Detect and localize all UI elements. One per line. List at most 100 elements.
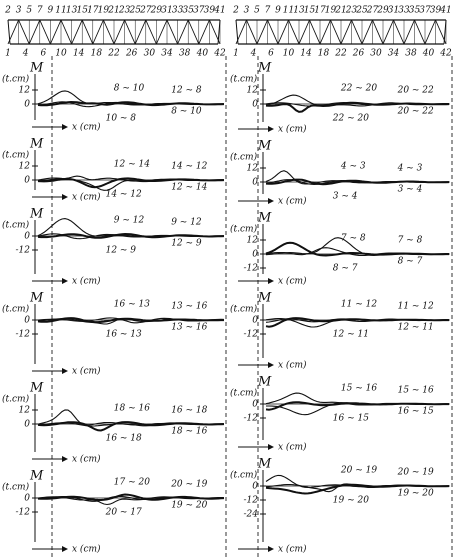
node-label: 27 <box>139 6 152 16</box>
curve-label: 9 ~ 12 <box>171 218 202 228</box>
node-label: 35 <box>182 6 194 16</box>
node-label: 30 <box>144 49 156 59</box>
truss-diagonal <box>71 19 83 45</box>
node-label: 10 <box>283 49 295 59</box>
truss-diagonal <box>256 19 268 45</box>
x-arrowhead <box>268 126 274 132</box>
tick-label: 0 <box>24 232 30 242</box>
truss-diagonal <box>208 19 221 45</box>
curve <box>37 175 224 182</box>
node-label: 17 <box>87 6 99 16</box>
x-arrowhead <box>268 362 274 368</box>
curve-label: 8 ~ 10 <box>114 84 145 94</box>
node-label: 7 <box>265 6 271 16</box>
tick-label: -12 <box>244 414 259 424</box>
truss-diagonal <box>382 19 394 45</box>
truss-diagonal <box>298 19 310 45</box>
truss-diagonal <box>49 19 62 45</box>
node-label: 39 <box>204 6 216 16</box>
curve-label: 22 ~ 20 <box>332 114 369 124</box>
axis-label: M <box>29 469 44 484</box>
node-label: 2 <box>232 6 239 16</box>
curve-label: 20 ~ 19 <box>397 468 434 478</box>
curve <box>37 496 224 506</box>
curve-label: 4 ~ 3 <box>340 162 366 172</box>
curve-label: 20 ~ 22 <box>397 86 434 96</box>
unit-label: (t.cm) <box>230 152 258 163</box>
truss-diagonal <box>145 19 157 45</box>
node-label: 11 <box>283 6 294 16</box>
curve <box>37 318 225 325</box>
tick-label: 0 <box>24 494 30 504</box>
node-label: 30 <box>370 49 382 59</box>
tick-label: -12 <box>16 508 31 518</box>
x-axis-label: x (cm) <box>278 442 307 453</box>
curve <box>265 318 450 328</box>
unit-label: (t.cm) <box>230 388 258 399</box>
curve-label: 7 ~ 8 <box>341 234 366 244</box>
x-axis-label: x (cm) <box>72 544 101 555</box>
curve-label: 8 ~ 7 <box>333 264 358 274</box>
tick-label: -12 <box>244 264 259 274</box>
curve-label: 15 ~ 16 <box>398 386 434 396</box>
node-label: 31 <box>161 6 172 16</box>
node-label: 9 <box>48 6 54 16</box>
axis-label: M <box>29 207 44 222</box>
curve-label: 22 ~ 20 <box>340 84 377 94</box>
curve-label: 20 ~ 19 <box>170 480 207 490</box>
curve <box>265 474 449 489</box>
node-label: 14 <box>300 49 312 59</box>
tick-label: 12 <box>19 406 31 416</box>
truss-diagonal <box>7 19 20 45</box>
unit-label: (t.cm) <box>2 304 30 315</box>
axis-label: M <box>257 211 272 226</box>
x-axis-label: x (cm) <box>278 360 307 371</box>
tick-label: -12 <box>244 330 259 340</box>
node-label: 4 <box>22 49 29 59</box>
curve-label: 19 ~ 20 <box>171 501 207 511</box>
x-arrowhead <box>62 368 68 374</box>
tick-label: 12 <box>247 86 259 96</box>
node-label: 27 <box>366 6 379 16</box>
truss-diagonal <box>81 19 94 45</box>
curve <box>37 233 224 240</box>
truss-diagonal <box>39 19 51 45</box>
node-label: 6 <box>268 49 274 59</box>
curve-label: 18 ~ 16 <box>171 427 207 437</box>
node-label: 38 <box>405 49 417 59</box>
x-axis-label: x (cm) <box>278 196 307 207</box>
axis-label: M <box>29 137 44 152</box>
tick-label: -24 <box>244 510 259 520</box>
truss-diagonal <box>134 19 147 45</box>
node-label: 5 <box>26 6 32 16</box>
curve-label: 17 ~ 20 <box>114 478 150 488</box>
curve-label: 16 ~ 15 <box>398 407 434 417</box>
curve-label: 19 ~ 20 <box>398 489 434 499</box>
x-axis-label: x (cm) <box>72 454 101 465</box>
node-label: 17 <box>314 6 326 16</box>
curve-label: 3 ~ 4 <box>333 192 358 202</box>
node-label: 34 <box>161 49 173 59</box>
axis-label: M <box>257 457 272 472</box>
tick-label: 0 <box>252 100 258 110</box>
node-label: 39 <box>430 6 442 16</box>
truss-diagonal <box>113 19 126 45</box>
truss-diagonal <box>124 19 136 45</box>
x-arrowhead <box>62 124 68 130</box>
node-label: 26 <box>125 49 138 59</box>
tick-label: 12 <box>247 236 259 246</box>
curve <box>265 247 449 257</box>
curve <box>37 90 224 106</box>
curve-label: 9 ~ 12 <box>114 216 145 226</box>
tick-label: 0 <box>24 316 30 326</box>
node-label: 42 <box>213 49 226 59</box>
curve-label: 16 ~ 18 <box>106 434 142 444</box>
unit-label: (t.cm) <box>230 470 258 481</box>
node-label: 10 <box>55 49 67 59</box>
curve-label: 12 ~ 11 <box>398 323 434 333</box>
node-label: 35 <box>409 6 421 16</box>
truss-diagonal <box>340 19 352 45</box>
curve-label: 16 ~ 13 <box>114 300 150 310</box>
node-label: 1 <box>5 49 11 59</box>
